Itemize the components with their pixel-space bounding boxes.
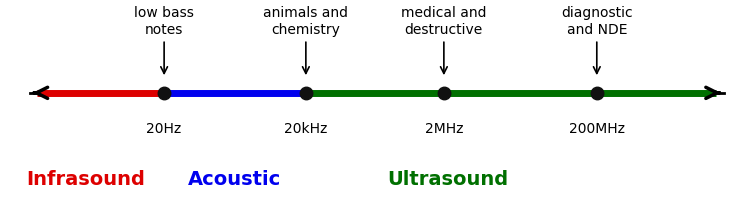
Text: Ultrasound: Ultrasound <box>387 170 508 189</box>
Text: 2MHz: 2MHz <box>424 122 463 136</box>
Text: medical and
destructive: medical and destructive <box>401 6 486 73</box>
Text: 20Hz: 20Hz <box>146 122 182 136</box>
Text: animals and
chemistry: animals and chemistry <box>263 6 348 73</box>
Text: low bass
notes: low bass notes <box>134 6 194 73</box>
Text: diagnostic
and NDE: diagnostic and NDE <box>561 6 633 73</box>
Text: Acoustic: Acoustic <box>188 170 282 189</box>
Text: 200MHz: 200MHz <box>568 122 625 136</box>
Text: Infrasound: Infrasound <box>26 170 145 189</box>
Text: 20kHz: 20kHz <box>284 122 327 136</box>
